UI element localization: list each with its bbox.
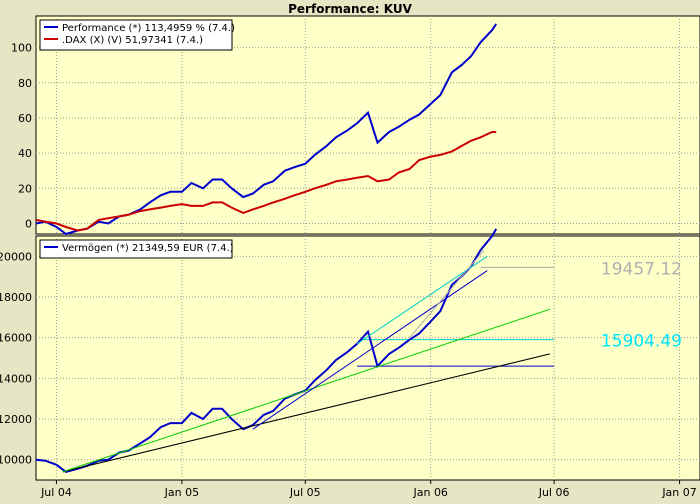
x-tick-label: Jan 05	[164, 486, 199, 499]
series-line	[35, 228, 498, 473]
x-tick-label: Jan 06	[412, 486, 447, 499]
x-tick-label: Jul 06	[538, 486, 570, 499]
y-tick-label: 20	[18, 182, 32, 195]
x-tick-label: Jan 07	[661, 486, 696, 499]
y-tick-label: 60	[18, 112, 32, 125]
legend-label: Vermögen (*) 21349,59 EUR (7.4.)	[62, 243, 234, 254]
trend-line	[62, 353, 551, 473]
series-line	[35, 23, 498, 236]
trend-line	[409, 249, 485, 339]
legend-box	[39, 19, 233, 51]
y-tick-label: 40	[18, 147, 32, 160]
value-annotation: 19457.12	[601, 259, 682, 279]
y-tick-label: 20000	[0, 250, 32, 263]
y-tick-label: 10000	[0, 454, 32, 467]
y-tick-label: 12000	[0, 413, 32, 426]
x-tick-label: Jul 04	[40, 486, 72, 499]
y-tick-label: 16000	[0, 332, 32, 345]
y-tick-label: 100	[11, 42, 32, 55]
value-annotation: 15904.49	[601, 332, 682, 352]
trend-line	[62, 308, 551, 473]
x-tick-label: Jul 05	[289, 486, 321, 499]
legend-box	[39, 239, 233, 259]
y-tick-label: 18000	[0, 291, 32, 304]
y-tick-label: 0	[25, 217, 32, 230]
y-tick-label: 80	[18, 77, 32, 90]
legend-label: .DAX (X) (V) 51,97341 (7.4.)	[62, 35, 203, 46]
chart-title: Performance: KUV	[288, 2, 412, 16]
trend-line	[252, 270, 488, 430]
series-line	[35, 131, 497, 232]
plot-area-1	[35, 15, 700, 235]
trend-line	[356, 255, 488, 345]
y-tick-label: 14000	[0, 372, 32, 385]
legend-label: Performance (*) 113,4959 % (7.4.)	[62, 23, 235, 34]
